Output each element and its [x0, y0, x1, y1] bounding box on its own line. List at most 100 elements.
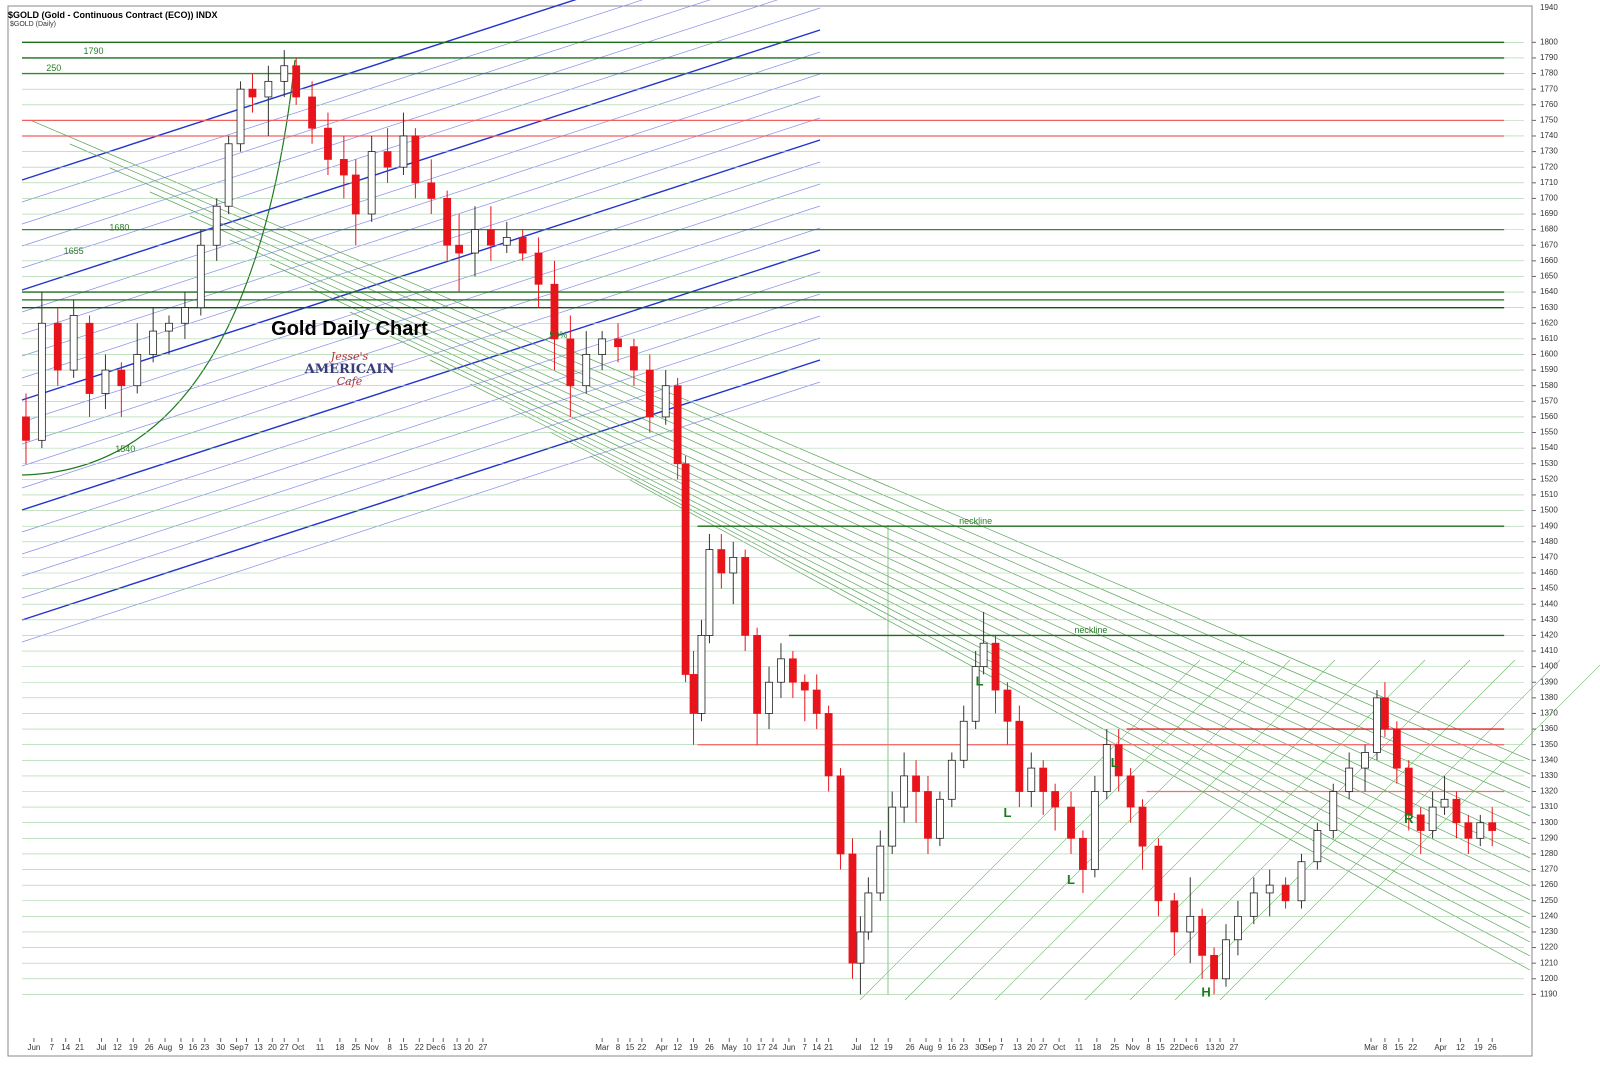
candle-body — [856, 931, 865, 964]
candle-body — [292, 65, 301, 98]
x-tick-label: 19 — [689, 1043, 698, 1052]
x-tick-label: 12 — [113, 1043, 122, 1052]
candle-body — [1090, 791, 1099, 870]
x-tick-label: 27 — [280, 1043, 289, 1052]
y-tick-label: 1760 — [1540, 100, 1558, 109]
y-tick-label: 1200 — [1540, 974, 1558, 983]
y-tick-label: 1260 — [1540, 880, 1558, 889]
plot-frame — [7, 5, 1533, 1057]
y-tick-label: 1210 — [1540, 958, 1558, 967]
candle-body — [900, 775, 909, 808]
candle-body — [729, 556, 738, 574]
x-tick-label: 11 — [1075, 1043, 1084, 1052]
candle-body — [1051, 791, 1060, 808]
y-tick-label: 1510 — [1540, 490, 1558, 499]
candle-body — [741, 556, 750, 636]
x-tick-label: 8 — [616, 1043, 621, 1052]
x-tick-label: 25 — [351, 1043, 360, 1052]
candle-body — [411, 135, 420, 184]
y-tick-label: 1610 — [1540, 334, 1558, 343]
y-tick-label: 1600 — [1540, 350, 1558, 359]
candle-body — [236, 88, 245, 145]
candle-body — [165, 322, 173, 332]
x-tick-label: 27 — [1039, 1043, 1048, 1052]
candle-body — [800, 681, 809, 691]
annotation: 1790 — [84, 46, 104, 56]
candle-body — [1079, 837, 1087, 870]
trend-line — [21, 0, 779, 247]
y-tick-label: 1220 — [1540, 943, 1558, 952]
x-tick-label: Oct — [1053, 1043, 1066, 1052]
annotation: 1540 — [115, 444, 135, 454]
candle-body — [1067, 806, 1075, 839]
header: $GOLD (Gold - Continuous Contract (ECO))… — [8, 10, 218, 20]
trend-line — [21, 51, 821, 313]
candle-body — [1198, 915, 1207, 956]
x-tick-label: 30 — [216, 1043, 225, 1052]
y-tick-label: 1580 — [1540, 381, 1558, 390]
y-tick-label: 1390 — [1540, 677, 1558, 686]
candle-body — [1210, 954, 1218, 980]
subheader: $GOLD (Daily) — [10, 21, 56, 28]
candle-body — [697, 635, 706, 714]
trend-line — [29, 119, 1531, 761]
candle-body — [673, 385, 682, 465]
title-block: Gold Daily Chart Jesse's AMERICAIN Cafe — [262, 318, 437, 388]
x-tick-label: 13 — [1013, 1043, 1022, 1052]
candle-body — [689, 674, 698, 714]
x-tick-label: 16 — [947, 1043, 956, 1052]
candle-body — [717, 549, 726, 574]
candle-body — [399, 135, 408, 168]
x-tick-label: 15 — [1394, 1043, 1403, 1052]
y-tick-label: 1340 — [1540, 755, 1558, 764]
x-tick-label: 19 — [1474, 1043, 1483, 1052]
x-tick-label: 21 — [75, 1043, 84, 1052]
candle-body — [181, 307, 189, 324]
candle-body — [1488, 822, 1497, 831]
x-tick-label: 14 — [812, 1043, 821, 1052]
y-tick-label: 1250 — [1540, 896, 1558, 905]
y-tick-label: 1320 — [1540, 787, 1558, 796]
candle-body — [486, 229, 495, 246]
trend-line — [21, 249, 821, 511]
candle-body — [22, 416, 30, 441]
candle-body — [788, 658, 797, 683]
y-tick-label: 1620 — [1540, 318, 1558, 327]
annotation: L — [976, 674, 984, 689]
x-tick-label: 27 — [478, 1043, 487, 1052]
candle-body — [959, 720, 968, 761]
annotation: 1655 — [64, 246, 84, 256]
candle-body — [1476, 822, 1485, 839]
x-tick-label: 10 — [743, 1043, 752, 1052]
candle-body — [1138, 806, 1147, 847]
candle-body — [1361, 752, 1369, 769]
annotation: neckline — [1074, 625, 1107, 635]
trend-line — [69, 143, 1531, 775]
x-tick-label: 12 — [673, 1043, 682, 1052]
candle-body — [308, 96, 316, 129]
candle-body — [924, 791, 932, 839]
trend-line — [21, 183, 821, 445]
x-tick-label: Jul — [96, 1043, 106, 1052]
candle-body — [502, 237, 511, 246]
trend-line — [389, 335, 1531, 887]
x-tick-label: Nov — [1125, 1043, 1139, 1052]
y-tick-label: 1460 — [1540, 568, 1558, 577]
candle-body — [753, 635, 762, 714]
candle-body — [1222, 939, 1230, 980]
x-tick-label: 15 — [1156, 1043, 1165, 1052]
x-tick-label: Oct — [292, 1043, 305, 1052]
y-tick-label: 1360 — [1540, 724, 1558, 733]
x-tick-label: 20 — [1216, 1043, 1225, 1052]
y-tick-label: 1590 — [1540, 365, 1558, 374]
x-tick-label: 19 — [129, 1043, 138, 1052]
candle-body — [864, 892, 873, 933]
x-tick-label: Aug — [919, 1043, 933, 1052]
x-tick-label: 24 — [769, 1043, 778, 1052]
x-tick-label: 23 — [200, 1043, 209, 1052]
candle-body — [455, 244, 463, 254]
trend-line — [21, 205, 821, 467]
chart-title: Gold Daily Chart — [271, 318, 428, 340]
x-tick-label: 15 — [399, 1043, 408, 1052]
